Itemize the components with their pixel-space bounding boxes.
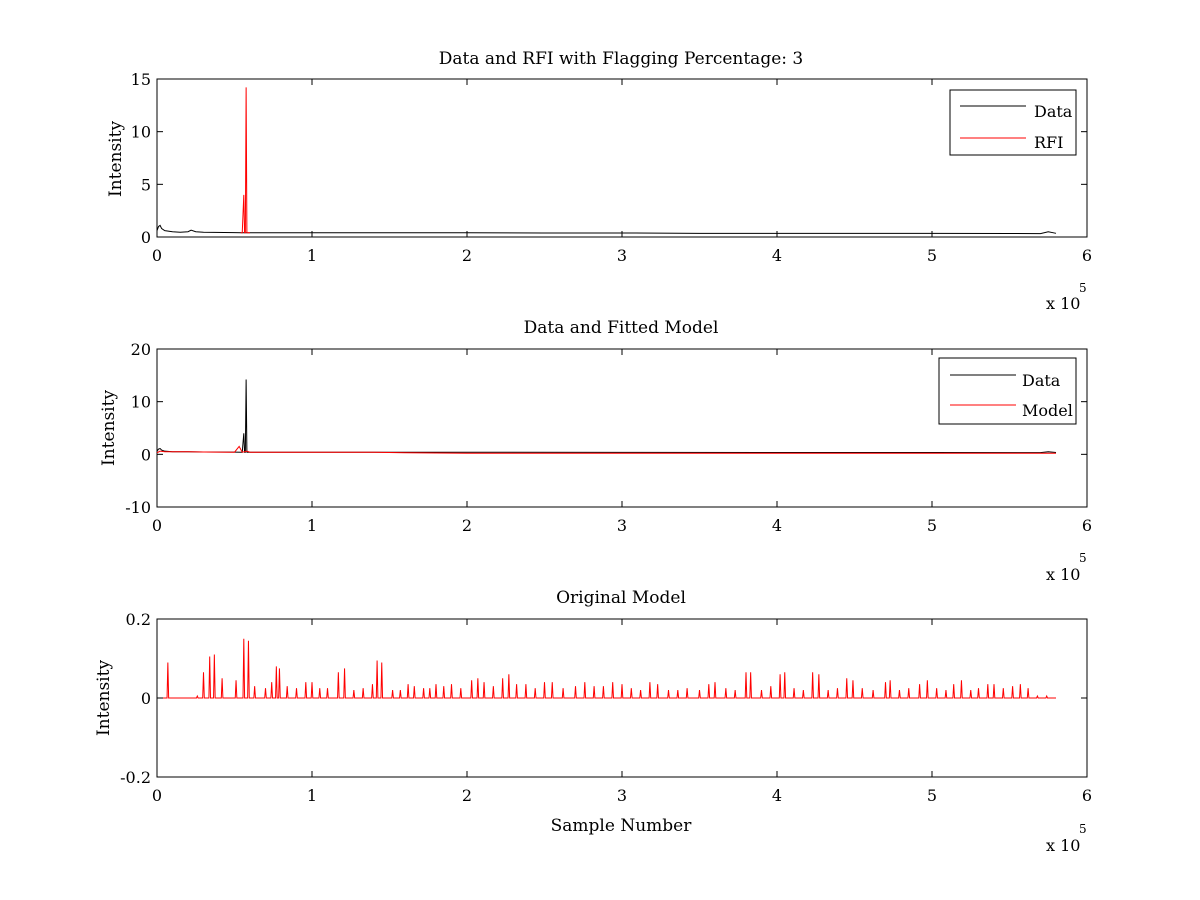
subplot-2-x-multiplier: x 10 5	[1046, 551, 1087, 584]
y-tick-label: 10	[131, 393, 151, 412]
subplot-1-title: Data and RFI with Flagging Percentage: 3	[439, 49, 803, 69]
subplot-1-x-multiplier-label: x 10	[1046, 294, 1080, 313]
subplot-1-legend-box	[949, 89, 1077, 156]
subplot-3-title: Original Model	[556, 588, 686, 608]
x-tick-label: 3	[617, 246, 627, 265]
subplot-2-ylabel: Intensity	[99, 390, 119, 466]
y-tick-label: -0.2	[120, 768, 151, 787]
subplot-1-plot-area	[156, 87, 1057, 235]
x-tick-label: 0	[152, 516, 162, 535]
x-tick-label: 1	[307, 786, 317, 805]
subplot-3-x-multiplier-exponent: 5	[1079, 822, 1087, 836]
subplot-1-ylabel: Intensity	[106, 121, 126, 197]
x-tick-label: 2	[462, 516, 472, 535]
x-tick-label: 6	[1082, 516, 1092, 535]
y-tick-label: 5	[141, 175, 151, 194]
x-tick-label: 2	[462, 786, 472, 805]
y-tick-label: 0	[141, 228, 151, 247]
x-tick-label: 3	[617, 516, 627, 535]
subplot-1-axes-box	[156, 78, 1088, 238]
x-tick-label: 5	[927, 246, 937, 265]
y-tick-label: 10	[131, 123, 151, 142]
subplot-2: Data and Fitted Model Intensity 0 1 2 3 4 5 6 -…	[99, 318, 1092, 584]
x-tick-label: 2	[462, 246, 472, 265]
y-tick-label: 0	[141, 689, 151, 708]
subplot-1-x-multiplier-exponent: 5	[1079, 281, 1087, 295]
subplot-2-legend: Data Model	[938, 357, 1077, 425]
series-line-model	[156, 445, 1056, 454]
series-line-data	[156, 224, 1057, 235]
x-tick-label: 5	[927, 786, 937, 805]
x-tick-label: 4	[772, 516, 782, 535]
subplot-3-x-multiplier: x 10 5	[1046, 822, 1087, 855]
subplot-2-x-multiplier-label: x 10	[1046, 565, 1080, 584]
x-tick-label: 0	[152, 246, 162, 265]
subplot-2-plot-area	[156, 379, 1057, 454]
y-tick-label: 15	[131, 70, 151, 89]
subplot-1-legend-label-data: Data	[1034, 102, 1073, 121]
subplot-3-xlabel: Sample Number	[551, 816, 693, 836]
x-tick-label: 6	[1082, 246, 1092, 265]
x-tick-label: 6	[1082, 786, 1092, 805]
subplot-3-plot-area	[157, 638, 1056, 699]
subplot-2-title: Data and Fitted Model	[524, 318, 719, 338]
subplot-3-ylabel: Intensity	[94, 660, 114, 736]
subplot-2-x-multiplier-exponent: 5	[1079, 551, 1087, 565]
y-tick-label: -10	[125, 498, 151, 517]
subplot-1-x-multiplier: x 10 5	[1046, 281, 1087, 313]
x-tick-label: 3	[617, 786, 627, 805]
subplot-1: Data and RFI with Flagging Percentage: 3…	[106, 49, 1092, 313]
y-tick-label: 20	[131, 340, 151, 359]
x-tick-label: 0	[152, 786, 162, 805]
subplot-2-legend-label-model: Model	[1022, 401, 1073, 420]
x-tick-label: 1	[307, 516, 317, 535]
y-tick-label: 0.2	[126, 610, 151, 629]
subplot-1-ticks: 0 1 2 3 4 5 6 0 5 10 15	[131, 70, 1092, 265]
x-tick-label: 4	[772, 786, 782, 805]
x-tick-label: 4	[772, 246, 782, 265]
series-line-rfi	[240, 87, 250, 234]
subplot-1-legend: Data RFI	[949, 89, 1077, 156]
subplot-2-legend-label-data: Data	[1022, 371, 1061, 390]
subplot-2-legend-box	[938, 357, 1077, 425]
subplot-3: Original Model Intensity Sample Number 0…	[94, 588, 1092, 855]
subplot-3-ticks: 0 1 2 3 4 5 6-0.200.2	[120, 610, 1092, 805]
x-tick-label: 5	[927, 516, 937, 535]
subplot-3-x-multiplier-label: x 10	[1046, 836, 1080, 855]
series-line-model	[157, 638, 1056, 699]
y-tick-label: 0	[141, 445, 151, 464]
subplot-1-legend-label-rfi: RFI	[1034, 133, 1063, 152]
x-tick-label: 1	[307, 246, 317, 265]
